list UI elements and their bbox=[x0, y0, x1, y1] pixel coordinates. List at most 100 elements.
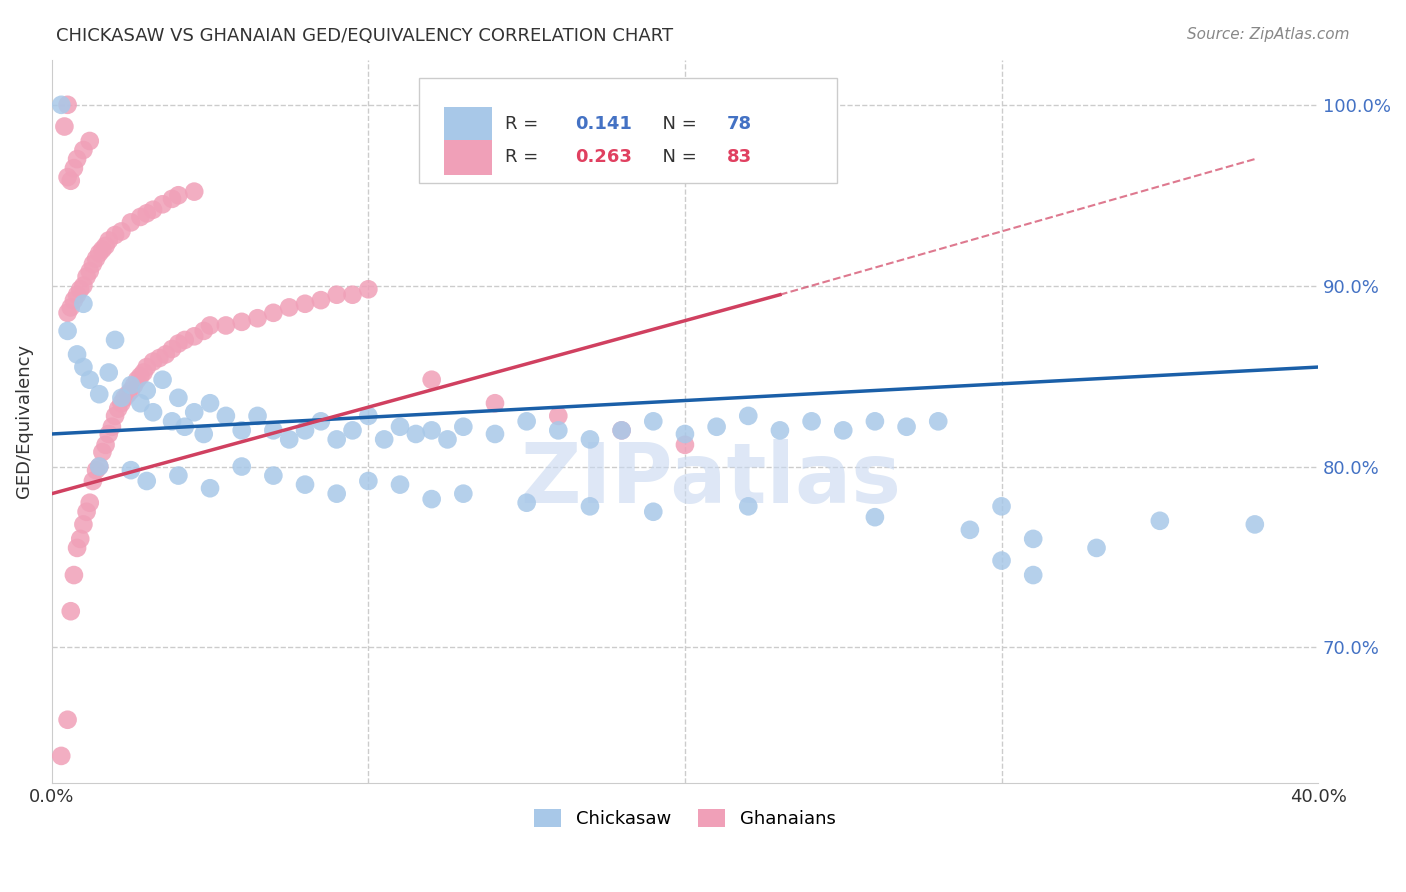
Point bbox=[1085, 541, 1108, 555]
Point bbox=[484, 427, 506, 442]
Point bbox=[59, 301, 82, 315]
Point bbox=[120, 463, 142, 477]
Point bbox=[142, 202, 165, 217]
Legend: Chickasaw, Ghanaians: Chickasaw, Ghanaians bbox=[527, 802, 842, 836]
Point bbox=[127, 373, 149, 387]
Point bbox=[89, 459, 111, 474]
Text: R =: R = bbox=[505, 115, 550, 133]
Point bbox=[215, 409, 238, 423]
Point bbox=[110, 396, 132, 410]
Point bbox=[325, 433, 347, 447]
Point bbox=[1243, 517, 1265, 532]
Point bbox=[79, 496, 101, 510]
Text: N =: N = bbox=[651, 115, 702, 133]
Point bbox=[863, 414, 886, 428]
Point bbox=[262, 306, 284, 320]
Point bbox=[51, 748, 73, 763]
Point bbox=[193, 427, 215, 442]
Point bbox=[193, 324, 215, 338]
Point bbox=[579, 500, 602, 514]
Point bbox=[436, 433, 458, 447]
Point bbox=[89, 387, 111, 401]
Point bbox=[94, 239, 117, 253]
Point bbox=[990, 500, 1012, 514]
Point bbox=[66, 152, 89, 166]
Point bbox=[135, 474, 157, 488]
Point bbox=[82, 474, 104, 488]
Point bbox=[66, 287, 89, 301]
Point bbox=[76, 269, 98, 284]
Point bbox=[342, 287, 364, 301]
Point bbox=[104, 333, 127, 347]
Point bbox=[294, 477, 316, 491]
Point bbox=[610, 423, 633, 437]
Point bbox=[59, 174, 82, 188]
Point bbox=[120, 384, 142, 398]
FancyBboxPatch shape bbox=[444, 107, 492, 142]
Point bbox=[72, 278, 94, 293]
Point bbox=[89, 246, 111, 260]
Point bbox=[160, 192, 183, 206]
Point bbox=[420, 373, 443, 387]
Point bbox=[152, 373, 174, 387]
Text: ZIPatlas: ZIPatlas bbox=[520, 439, 901, 520]
Point bbox=[56, 324, 79, 338]
Point bbox=[1022, 568, 1045, 582]
Point bbox=[104, 409, 127, 423]
Point bbox=[183, 329, 205, 343]
Text: N =: N = bbox=[651, 148, 702, 167]
Point bbox=[547, 423, 569, 437]
Point bbox=[56, 306, 79, 320]
Point bbox=[357, 409, 380, 423]
Point bbox=[231, 459, 253, 474]
Point bbox=[800, 414, 823, 428]
Point bbox=[152, 197, 174, 211]
Text: Source: ZipAtlas.com: Source: ZipAtlas.com bbox=[1187, 27, 1350, 42]
Point bbox=[959, 523, 981, 537]
Point bbox=[579, 433, 602, 447]
Point bbox=[132, 366, 155, 380]
Point bbox=[610, 423, 633, 437]
Point bbox=[135, 206, 157, 220]
Point bbox=[63, 568, 86, 582]
Point bbox=[643, 505, 665, 519]
Point bbox=[56, 713, 79, 727]
Point bbox=[104, 227, 127, 242]
Point bbox=[84, 463, 107, 477]
Point bbox=[246, 409, 269, 423]
Point bbox=[129, 210, 152, 224]
Point bbox=[863, 510, 886, 524]
Point bbox=[114, 391, 136, 405]
Point bbox=[110, 224, 132, 238]
Point bbox=[89, 459, 111, 474]
Point bbox=[516, 496, 538, 510]
Point bbox=[673, 438, 696, 452]
Point bbox=[309, 414, 332, 428]
Point bbox=[120, 378, 142, 392]
Point bbox=[357, 282, 380, 296]
Point bbox=[453, 486, 475, 500]
Point bbox=[122, 378, 145, 392]
Point bbox=[142, 405, 165, 419]
Point bbox=[72, 360, 94, 375]
Point bbox=[117, 387, 139, 401]
Point bbox=[262, 423, 284, 437]
Point bbox=[101, 419, 124, 434]
Point bbox=[167, 468, 190, 483]
Point bbox=[173, 333, 195, 347]
Point bbox=[453, 419, 475, 434]
Point bbox=[69, 282, 91, 296]
Point bbox=[420, 492, 443, 507]
Point bbox=[1022, 532, 1045, 546]
Point bbox=[160, 414, 183, 428]
Point bbox=[107, 401, 129, 416]
Point bbox=[167, 336, 190, 351]
Text: CHICKASAW VS GHANAIAN GED/EQUIVALENCY CORRELATION CHART: CHICKASAW VS GHANAIAN GED/EQUIVALENCY CO… bbox=[56, 27, 673, 45]
Point bbox=[325, 287, 347, 301]
Point bbox=[66, 541, 89, 555]
Point bbox=[148, 351, 170, 365]
Point bbox=[547, 409, 569, 423]
Point bbox=[357, 474, 380, 488]
Point bbox=[129, 369, 152, 384]
Point bbox=[643, 414, 665, 428]
